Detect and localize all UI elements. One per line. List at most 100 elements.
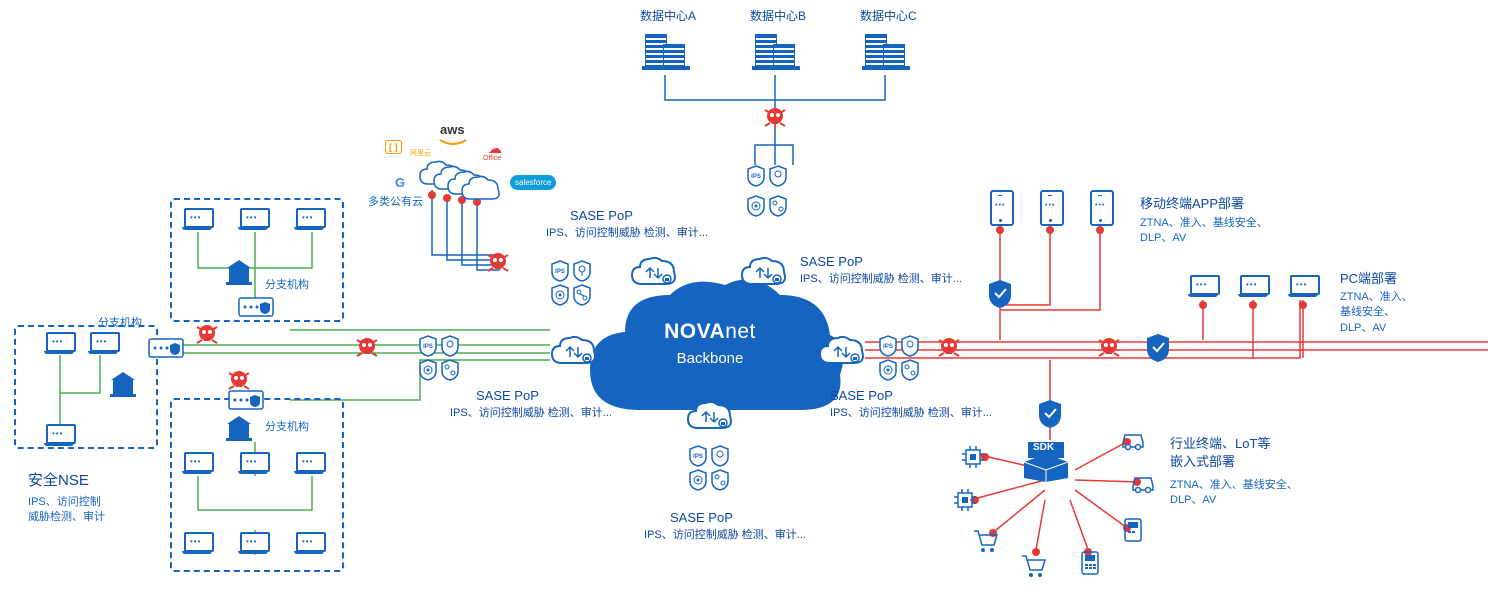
pop-right-title: SASE PoP [830,388,893,403]
car-icon [1118,425,1148,455]
aws-swoosh-icon [438,138,468,148]
cart-icon [1018,550,1048,580]
shield-icon [986,278,1014,310]
nse-desc: IPS、访问控制 威胁检测、审计 [28,495,105,526]
shield-badge-icon [572,260,592,282]
datacenter-a-icon [645,34,685,75]
diagram-canvas: NOVAnet Backbone IPS SASE PoP IPS、访问控制威胁… [0,0,1488,596]
skull-threat-icon [485,250,511,276]
pop-cloud-topright [740,256,788,288]
branch-3-label: 分支机构 [265,420,309,435]
laptop-icon: ••• [44,332,74,359]
pop-right-desc: IPS、访问控制威胁 检测、审计... [830,406,992,421]
public-cloud-label: 多类公有云 [368,195,423,210]
phone-icon: ••• [1090,190,1114,231]
pop-bottom-title: SASE PoP [670,510,733,525]
pop-top-desc: IPS、访问控制威胁 检测、审计... [546,226,708,241]
laptop-icon: ••• [1288,275,1318,302]
cloud-icon [460,175,502,203]
gov-building-icon [224,414,254,442]
svg-text:IPS: IPS [423,344,433,350]
laptop-icon: ••• [44,424,74,451]
skull-threat-icon [1096,335,1122,361]
laptop-icon: ••• [182,452,212,479]
badges-dc-1: IPS [746,165,788,187]
pop-left-desc: IPS、访问控制威胁 检测、审计... [450,406,612,421]
pop-topright-title: SASE PoP [800,254,863,269]
iot-title: 行业终端、LoT等 嵌入式部署 [1170,435,1270,471]
mobile-desc: ZTNA、准入、基线安全、 DLP、AV [1140,216,1268,247]
nse-title: 安全NSE [28,470,89,491]
pop-cloud-left [550,335,598,367]
laptop-icon: ••• [238,452,268,479]
pc-desc: ZTNA、准入、 基线安全、 DLP、AV [1340,290,1413,336]
pop-left-title: SASE PoP [476,388,539,403]
cart-icon [970,525,1000,555]
pop-cloud-top [630,256,678,288]
aliyun-logo: [ ] [385,140,402,154]
phone-icon: ••• [1040,190,1064,231]
shield-icon [1144,332,1172,364]
laptop-icon: ••• [238,532,268,559]
badges-bottom-2 [688,469,730,491]
backbone-subtitle: Backbone [600,350,820,367]
datacenter-b-label: 数据中心B [750,8,806,25]
skull-threat-icon [354,335,380,361]
pop-bottom-desc: IPS、访问控制威胁 检测、审计... [644,528,806,543]
datacenter-c-icon [865,34,905,75]
nse-appliance-icon [148,338,184,358]
laptop-icon: ••• [1188,275,1218,302]
backbone-title: NOVAnet [600,320,820,344]
sdk-label: SDK [1033,442,1054,453]
branch-1-label: 分支机构 [265,278,309,293]
laptop-icon: ••• [294,452,324,479]
datacenter-c-label: 数据中心C [860,8,917,25]
badges-right-2 [878,359,920,381]
laptop-icon: ••• [182,532,212,559]
pc-title: PC端部署 [1340,270,1397,288]
nse-appliance-icon [238,297,274,317]
badges-left-2 [418,359,460,381]
car-icon [1128,468,1158,498]
laptop-icon: ••• [294,532,324,559]
aliyun-text: 阿里云 [410,148,431,158]
skull-threat-icon [762,105,788,131]
svg-text:IPS: IPS [693,454,703,460]
phone-icon: ••• [990,190,1014,231]
badges-top: IPS [550,260,592,282]
gov-building-icon [224,258,254,286]
gov-building-icon [108,370,138,398]
laptop-icon: ••• [182,208,212,235]
aws-logo: aws [440,122,465,137]
laptop-icon: ••• [238,208,268,235]
google-logo: G [395,175,405,190]
svg-text:IPS: IPS [555,269,565,275]
datacenter-a-label: 数据中心A [640,8,696,25]
badges-right: IPS [878,335,920,357]
laptop-icon: ••• [88,332,118,359]
badges-bottom: IPS [688,445,730,467]
mobile-title: 移动终端APP部署 [1140,195,1244,213]
skull-threat-icon [936,335,962,361]
pop-cloud-right [818,335,866,367]
link-badge-icon [572,284,592,306]
skull-threat-icon [194,322,220,348]
svg-text:IPS: IPS [751,174,761,180]
svg-text:IPS: IPS [883,344,893,350]
laptop-icon: ••• [1238,275,1268,302]
pos-terminal-icon [1075,548,1105,578]
target-badge-icon [550,284,570,306]
pop-top-title: SASE PoP [570,208,633,223]
salesforce-logo: salesforce [510,175,556,190]
badges-dc-2 [746,195,788,217]
iot-desc: ZTNA、准入、基线安全、 DLP、AV [1170,478,1298,509]
pop-topright-desc: IPS、访问控制威胁 检测、审计... [800,272,962,287]
laptop-icon: ••• [294,208,324,235]
branch-2-label: 分支机构 [98,316,142,331]
chip-icon [958,442,988,472]
office-text: Office [483,155,501,162]
badges-left: IPS [418,335,460,357]
chip-icon [950,485,980,515]
pos-terminal-icon [1118,515,1148,545]
datacenter-b-icon [755,34,795,75]
